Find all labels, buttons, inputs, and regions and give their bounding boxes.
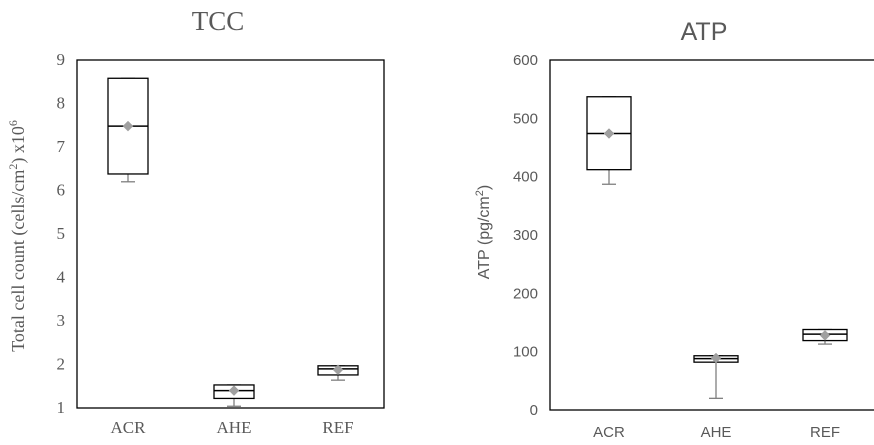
- tcc-boxes: [107, 77, 359, 407]
- atp-y-tick-label: 0: [530, 402, 538, 419]
- tcc-box-ref: [317, 364, 359, 381]
- tcc-y-tick-label: 1: [57, 398, 66, 417]
- tcc-box-acr: [107, 77, 149, 183]
- tcc-y-tick-label: 8: [57, 94, 66, 113]
- tcc-y-axis-label: Total cell count (cells/cm2) x106: [6, 120, 29, 352]
- tcc-y-tick-label: 5: [57, 224, 66, 243]
- atp-y-tick-label: 600: [513, 52, 538, 69]
- atp-chart-title: ATP: [681, 18, 728, 46]
- atp-y-tick-label: 300: [513, 227, 538, 244]
- atp-x-tick-label: REF: [810, 424, 840, 441]
- tcc-y-tick-label: 3: [57, 311, 66, 330]
- mean-marker: [228, 385, 240, 396]
- atp-x-axis: ACR AHE REF: [593, 424, 840, 441]
- mean-marker: [122, 120, 134, 132]
- atp-box-acr: [586, 96, 632, 185]
- tcc-chart: TCC Total cell count (cells/cm2) x106 1 2…: [6, 6, 385, 437]
- tcc-x-tick-label: REF: [322, 418, 353, 437]
- atp-box-ahe: [693, 352, 739, 399]
- mean-marker: [603, 128, 615, 139]
- tcc-y-tick-label: 6: [57, 181, 66, 200]
- tcc-y-tick-label: 2: [57, 355, 66, 374]
- mean-marker: [819, 329, 831, 341]
- mean-marker: [710, 352, 722, 364]
- tcc-x-axis: ACR AHE REF: [111, 418, 354, 437]
- atp-y-axis-label: ATP (pg/cm2): [474, 185, 493, 279]
- tcc-y-tick-label: 4: [57, 268, 66, 287]
- tcc-box-ahe: [213, 384, 255, 407]
- atp-y-tick-label: 500: [513, 110, 538, 127]
- atp-y-tick-label: 400: [513, 169, 538, 186]
- atp-x-tick-label: ACR: [593, 424, 625, 441]
- atp-y-tick-label: 100: [513, 344, 538, 361]
- atp-box-ref: [802, 328, 848, 345]
- tcc-plot-area: [76, 59, 385, 409]
- tcc-x-tick-label: ACR: [111, 418, 147, 437]
- atp-chart: ATP ATP (pg/cm2) 0 100 200 300 400 500 600 ACR…: [474, 18, 874, 441]
- atp-y-tick-label: 200: [513, 285, 538, 302]
- tcc-y-tick-label: 9: [57, 50, 66, 69]
- atp-boxes: [586, 96, 848, 399]
- atp-y-axis: 0 100 200 300 400 500 600: [513, 52, 538, 419]
- atp-x-tick-label: AHE: [701, 424, 732, 441]
- tcc-chart-title: TCC: [192, 6, 245, 36]
- mean-marker: [332, 364, 344, 376]
- atp-plot-area: [549, 59, 874, 411]
- tcc-y-axis: 1 2 3 4 5 6 7 8 9: [57, 50, 66, 417]
- tcc-x-tick-label: AHE: [217, 418, 252, 437]
- tcc-y-tick-label: 7: [57, 137, 66, 156]
